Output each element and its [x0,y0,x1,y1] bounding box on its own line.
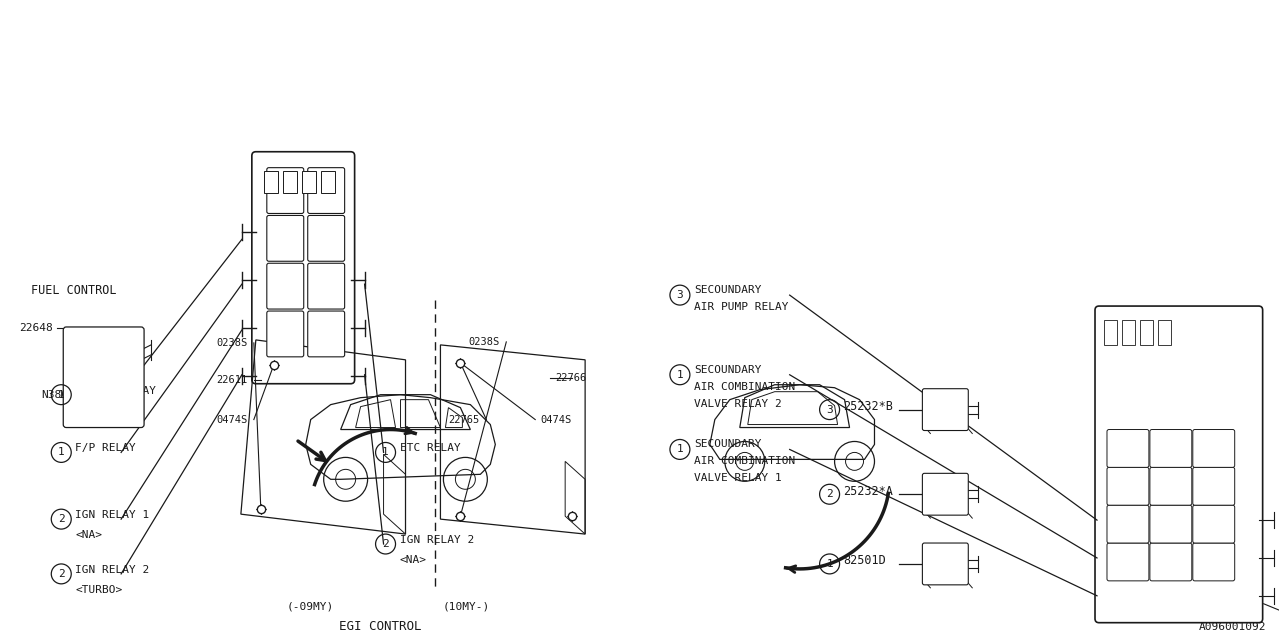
Text: FUEL CONTROL: FUEL CONTROL [31,284,116,296]
FancyBboxPatch shape [1149,467,1192,505]
FancyBboxPatch shape [63,327,145,428]
Text: 3: 3 [826,404,833,415]
Text: F/P RELAY: F/P RELAY [76,444,136,454]
FancyBboxPatch shape [1193,467,1235,505]
Text: SECOUNDARY: SECOUNDARY [694,440,762,449]
FancyBboxPatch shape [1193,543,1235,581]
Text: 25232*A: 25232*A [844,484,893,498]
Text: ETC RELAY: ETC RELAY [399,444,461,454]
Text: 22765: 22765 [448,415,480,424]
Text: IGN RELAY 2: IGN RELAY 2 [76,565,150,575]
Text: 2: 2 [826,489,833,499]
FancyBboxPatch shape [1149,505,1192,543]
Text: 2: 2 [383,539,389,549]
Text: 1: 1 [383,447,389,458]
Bar [321,171,334,193]
FancyBboxPatch shape [252,152,355,384]
FancyBboxPatch shape [923,543,968,585]
Bar [302,171,316,193]
Bar [1123,320,1135,345]
Bar [1103,320,1117,345]
Text: AIR COMBINATION: AIR COMBINATION [694,381,795,392]
FancyBboxPatch shape [1094,306,1262,623]
Text: 1: 1 [58,447,64,458]
FancyBboxPatch shape [1193,505,1235,543]
FancyBboxPatch shape [266,216,303,261]
Text: (10MY-): (10MY-) [443,602,490,612]
Text: 1: 1 [58,390,64,399]
Bar [1158,320,1171,345]
Text: <NA>: <NA> [76,530,102,540]
Text: 1: 1 [826,559,833,569]
Text: SECOUNDARY: SECOUNDARY [694,365,762,375]
Text: AIR COMBINATION: AIR COMBINATION [694,456,795,467]
Text: 1: 1 [677,370,684,380]
Text: VALVE RELAY 1: VALVE RELAY 1 [694,474,782,483]
Text: HEATER RELAY: HEATER RELAY [76,386,156,396]
Text: <NA>: <NA> [399,555,426,565]
FancyBboxPatch shape [1193,429,1235,467]
FancyBboxPatch shape [1107,429,1149,467]
Text: 0474S: 0474S [216,415,247,424]
Text: 0474S: 0474S [540,415,571,424]
Text: A096001092: A096001092 [1199,621,1267,632]
Text: (-09MY): (-09MY) [287,602,334,612]
Text: 1: 1 [677,444,684,454]
Text: 2: 2 [58,569,64,579]
FancyBboxPatch shape [266,263,303,309]
FancyBboxPatch shape [266,311,303,357]
FancyBboxPatch shape [1107,543,1149,581]
Text: 0238S: 0238S [468,337,499,347]
Text: 25232*B: 25232*B [844,400,893,413]
Text: 0238S: 0238S [216,338,247,348]
Text: 22766: 22766 [556,372,586,383]
Text: VALVE RELAY 2: VALVE RELAY 2 [694,399,782,408]
Text: 82501D: 82501D [844,554,886,568]
Bar [1140,320,1153,345]
FancyBboxPatch shape [307,168,344,214]
Bar [283,171,297,193]
FancyBboxPatch shape [266,168,303,214]
FancyBboxPatch shape [1107,467,1149,505]
Text: IGN RELAY 1: IGN RELAY 1 [76,510,150,520]
FancyArrowPatch shape [298,441,325,461]
FancyBboxPatch shape [1107,505,1149,543]
Text: 22648: 22648 [19,323,52,333]
FancyBboxPatch shape [307,216,344,261]
Text: <TURBO>: <TURBO> [76,585,123,595]
Text: SECOUNDARY: SECOUNDARY [694,285,762,295]
Text: 22611: 22611 [216,375,247,385]
FancyBboxPatch shape [1149,543,1192,581]
Text: IGN RELAY 2: IGN RELAY 2 [399,535,474,545]
FancyBboxPatch shape [923,388,968,431]
FancyBboxPatch shape [307,263,344,309]
FancyBboxPatch shape [1149,429,1192,467]
Text: EGI CONTROL: EGI CONTROL [339,620,422,633]
FancyBboxPatch shape [923,474,968,515]
Text: N380001: N380001 [41,390,88,399]
Bar [264,171,278,193]
FancyBboxPatch shape [307,311,344,357]
Text: 2: 2 [58,514,64,524]
Text: AIR PUMP RELAY: AIR PUMP RELAY [694,302,788,312]
Text: 3: 3 [677,290,684,300]
